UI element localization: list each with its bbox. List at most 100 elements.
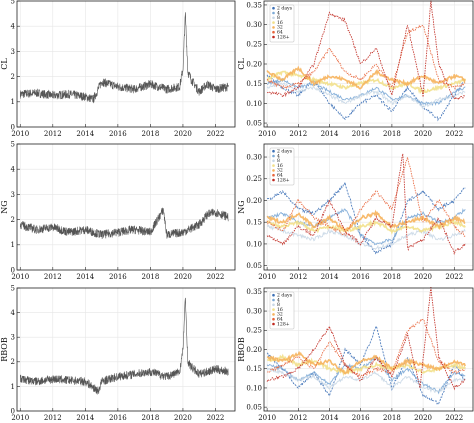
legend-label: 2 days — [277, 6, 293, 12]
axes-frame — [16, 287, 236, 412]
series-line-32 — [266, 350, 466, 375]
series-line-2-days — [266, 180, 466, 255]
legend-marker — [272, 173, 275, 177]
y-tick-label: 0.05 — [246, 119, 262, 127]
x-tick-label: 2018 — [383, 273, 401, 281]
legend-label: 64 — [277, 30, 283, 36]
y-tick-label: 0.15 — [246, 219, 262, 227]
y-tick-label: 2 — [11, 73, 15, 81]
x-tick-label: 2012 — [289, 273, 307, 281]
legend-label: 8 — [277, 302, 280, 308]
x-tick-label: 2010 — [11, 130, 29, 138]
chart-ng-price: 0 1 2 3 4 5 2010 2012 2014 2016 2018 2020 2022 NG — [0, 140, 236, 281]
x-tick-label: 2012 — [44, 273, 62, 281]
y-tick-label: 0.35 — [246, 288, 262, 296]
series-line-128- — [267, 0, 466, 101]
y-tick-label: 0.35 — [246, 1, 262, 9]
legend-marker — [272, 11, 275, 15]
series-line-64 — [266, 24, 466, 91]
x-tick-label: 2016 — [352, 273, 370, 281]
legend-marker — [272, 6, 275, 10]
y-axis-label: RBOB — [0, 337, 9, 362]
legend-marker — [272, 30, 275, 34]
legend-label: 128+ — [277, 321, 290, 327]
x-tick-label: 2010 — [11, 414, 29, 422]
legend-label: 128+ — [277, 34, 290, 40]
x-tick-label: 2014 — [76, 273, 94, 281]
x-tick-label: 2012 — [289, 130, 307, 138]
legend-label: 16 — [277, 20, 283, 26]
series-line-32 — [266, 65, 466, 90]
y-tick-label: 0.30 — [246, 307, 262, 315]
y-axis-label: CL — [237, 58, 246, 70]
legend-label: 32 — [277, 312, 283, 318]
x-tick-label: 2022 — [207, 414, 225, 422]
y-tick-label: 0.15 — [246, 365, 262, 373]
y-axis-label: NG — [0, 200, 9, 213]
legend-marker — [272, 313, 275, 316]
legend-label: 4 — [277, 297, 280, 303]
x-tick-label: 2012 — [289, 414, 307, 422]
legend-marker — [272, 154, 275, 158]
x-tick-label: 2016 — [109, 130, 127, 138]
x-tick-label: 2018 — [383, 414, 401, 422]
x-tick-label: 2014 — [321, 414, 339, 422]
legend-marker — [272, 16, 275, 20]
y-tick-label: 4 — [11, 309, 16, 317]
y-tick-label: 0.25 — [246, 41, 262, 49]
series-line-16 — [267, 353, 466, 377]
x-tick-label: 2022 — [445, 414, 463, 422]
y-tick-label: 2 — [11, 358, 15, 366]
y-tick-label: 0.10 — [246, 384, 262, 392]
y-tick-label: 0.10 — [246, 100, 262, 108]
x-tick-label: 2022 — [207, 130, 225, 138]
x-tick-label: 2010 — [258, 130, 276, 138]
series-line-32 — [266, 209, 466, 232]
chart-cl-price: 0 1 2 3 4 5 2010 2012 2014 2016 2018 2020 2022 CL — [0, 0, 236, 138]
price-series-line — [20, 297, 229, 395]
legend-label: 4 — [277, 153, 280, 159]
series-line-128- — [266, 153, 466, 255]
y-tick-label: 0 — [11, 266, 15, 274]
legend-label: 64 — [277, 317, 283, 323]
y-tick-label: 0.25 — [246, 175, 262, 183]
x-tick-label: 2022 — [445, 273, 463, 281]
legend-marker — [272, 169, 275, 172]
y-tick-label: 0.20 — [246, 60, 262, 68]
y-tick-label: 0.20 — [246, 346, 262, 354]
legend-label: 16 — [277, 307, 283, 313]
x-tick-label: 2018 — [141, 414, 159, 422]
legend-marker — [272, 35, 275, 39]
y-tick-label: 5 — [11, 284, 15, 292]
y-tick-label: 5 — [11, 0, 15, 5]
x-tick-label: 2010 — [11, 273, 29, 281]
x-tick-label: 2012 — [44, 414, 62, 422]
y-tick-label: 2 — [11, 216, 15, 224]
legend-marker — [272, 159, 275, 163]
series-line-128- — [266, 286, 466, 391]
y-tick-label: 3 — [11, 334, 15, 342]
y-axis-label: RBOB — [237, 337, 246, 362]
x-tick-label: 2012 — [44, 130, 62, 138]
axes-frame — [263, 143, 474, 271]
legend-label: 2 days — [277, 293, 293, 299]
series-line-64 — [266, 318, 466, 379]
legend-label: 32 — [277, 25, 283, 31]
x-tick-label: 2018 — [141, 130, 159, 138]
y-tick-label: 1 — [11, 383, 15, 391]
x-tick-label: 2020 — [174, 130, 192, 138]
y-tick-label: 0.05 — [246, 262, 262, 270]
legend-marker — [272, 178, 275, 182]
y-tick-label: 0.25 — [246, 327, 262, 335]
axes-frame — [16, 0, 236, 128]
legend-label: 32 — [277, 168, 283, 174]
legend-marker — [272, 21, 275, 24]
y-tick-label: 0 — [11, 123, 15, 131]
y-tick-label: 0.30 — [246, 153, 262, 161]
series-line-8 — [266, 367, 466, 393]
y-tick-label: 0.20 — [246, 197, 262, 205]
x-tick-label: 2020 — [174, 414, 192, 422]
